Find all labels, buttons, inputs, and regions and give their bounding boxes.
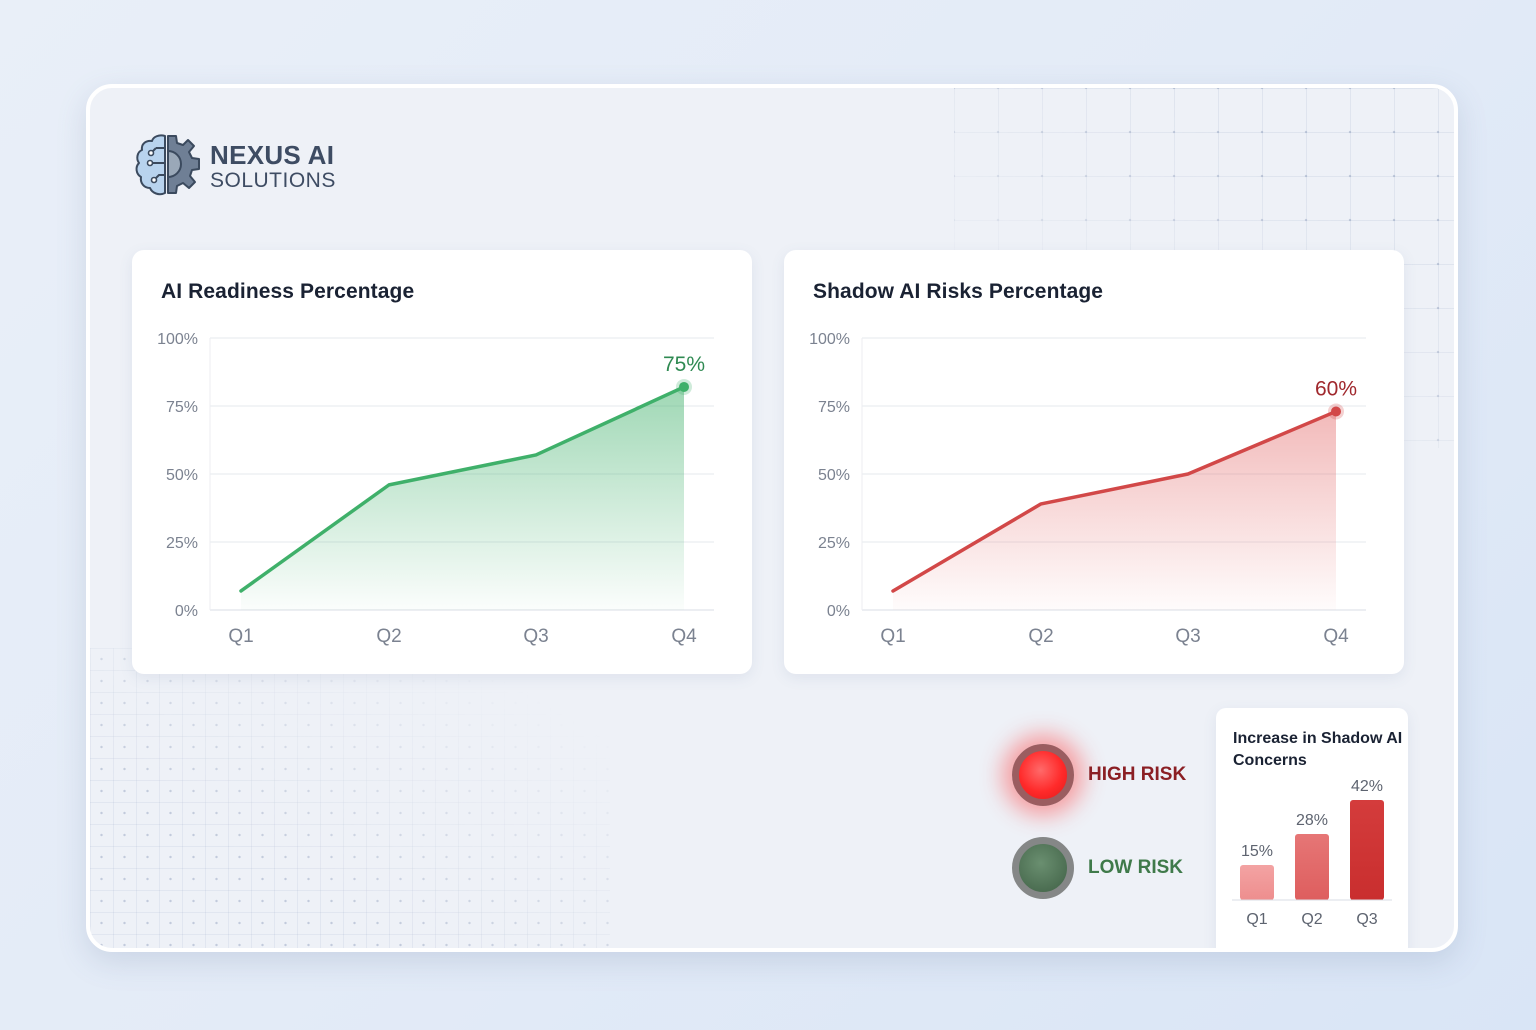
green-light-icon <box>1012 837 1074 899</box>
x-tick: Q1 <box>880 626 905 647</box>
x-tick: Q2 <box>376 626 401 647</box>
y-tick: 25% <box>166 535 198 552</box>
bar-label: Q3 <box>1356 911 1377 928</box>
shadow-ai-risks-title: Shadow AI Risks Percentage <box>813 280 1104 303</box>
y-tick: 25% <box>818 535 850 552</box>
bar-label: Q2 <box>1301 911 1322 928</box>
y-tick: 100% <box>157 331 198 348</box>
shadow-ai-concerns-card: Increase in Shadow AI Concerns 15% 28% 4… <box>1216 708 1408 948</box>
bar-q1 <box>1240 865 1274 900</box>
bar-q2 <box>1295 834 1329 900</box>
low-risk-label: LOW RISK <box>1088 857 1183 878</box>
x-tick: Q3 <box>1175 626 1200 647</box>
x-tick: Q1 <box>228 626 253 647</box>
brand-title: NEXUS AI <box>210 140 335 171</box>
bar-label: Q1 <box>1246 911 1267 928</box>
brain-gear-icon <box>135 134 200 196</box>
brand-subtitle: SOLUTIONS <box>210 168 336 192</box>
high-risk-indicator: HIGH RISK <box>1012 744 1186 806</box>
y-tick: 50% <box>818 467 850 484</box>
ai-readiness-title: AI Readiness Percentage <box>161 280 415 303</box>
shadow-ai-concerns-title: Increase in Shadow AI Concerns <box>1233 730 1403 769</box>
y-tick: 100% <box>809 331 850 348</box>
high-risk-label: HIGH RISK <box>1088 764 1187 785</box>
y-tick: 0% <box>175 603 198 620</box>
dashboard-frame: NEXUS AI SOLUTIONS AI Readiness Percenta… <box>86 84 1458 952</box>
shadow-ai-risks-card: Shadow AI Risks Percentage 100% 75% 50% … <box>784 250 1404 674</box>
x-tick: Q2 <box>1028 626 1053 647</box>
bar-value: 15% <box>1241 843 1273 860</box>
bar-q3 <box>1350 800 1384 900</box>
bar-value: 42% <box>1351 778 1383 795</box>
y-tick: 0% <box>827 603 850 620</box>
low-risk-indicator: LOW RISK <box>1012 837 1183 899</box>
y-tick: 50% <box>166 467 198 484</box>
shadow-ai-risks-chart: 100% 75% 50% 25% 0% 60% Q1 Q2 Q3 Q4 <box>809 331 1366 647</box>
y-tick: 75% <box>818 399 850 416</box>
x-tick: Q3 <box>523 626 548 647</box>
bar-value: 28% <box>1296 812 1328 829</box>
end-value-label: 75% <box>663 353 705 376</box>
end-value-label: 60% <box>1315 377 1357 400</box>
shadow-ai-concerns-chart: 15% 28% 42% Q1 Q2 Q3 <box>1232 778 1392 928</box>
background-grid-bottom-left <box>90 648 610 948</box>
y-tick: 75% <box>166 399 198 416</box>
ai-readiness-chart: 100% 75% 50% 25% 0% 75% Q1 Q2 Q3 Q4 <box>157 331 714 647</box>
ai-readiness-card: AI Readiness Percentage 100% 75% 50% 25% <box>132 250 752 674</box>
brand-logo: NEXUS AI SOLUTIONS <box>132 132 336 202</box>
x-tick: Q4 <box>671 626 697 647</box>
x-tick: Q4 <box>1323 626 1349 647</box>
red-light-icon <box>1012 744 1074 806</box>
